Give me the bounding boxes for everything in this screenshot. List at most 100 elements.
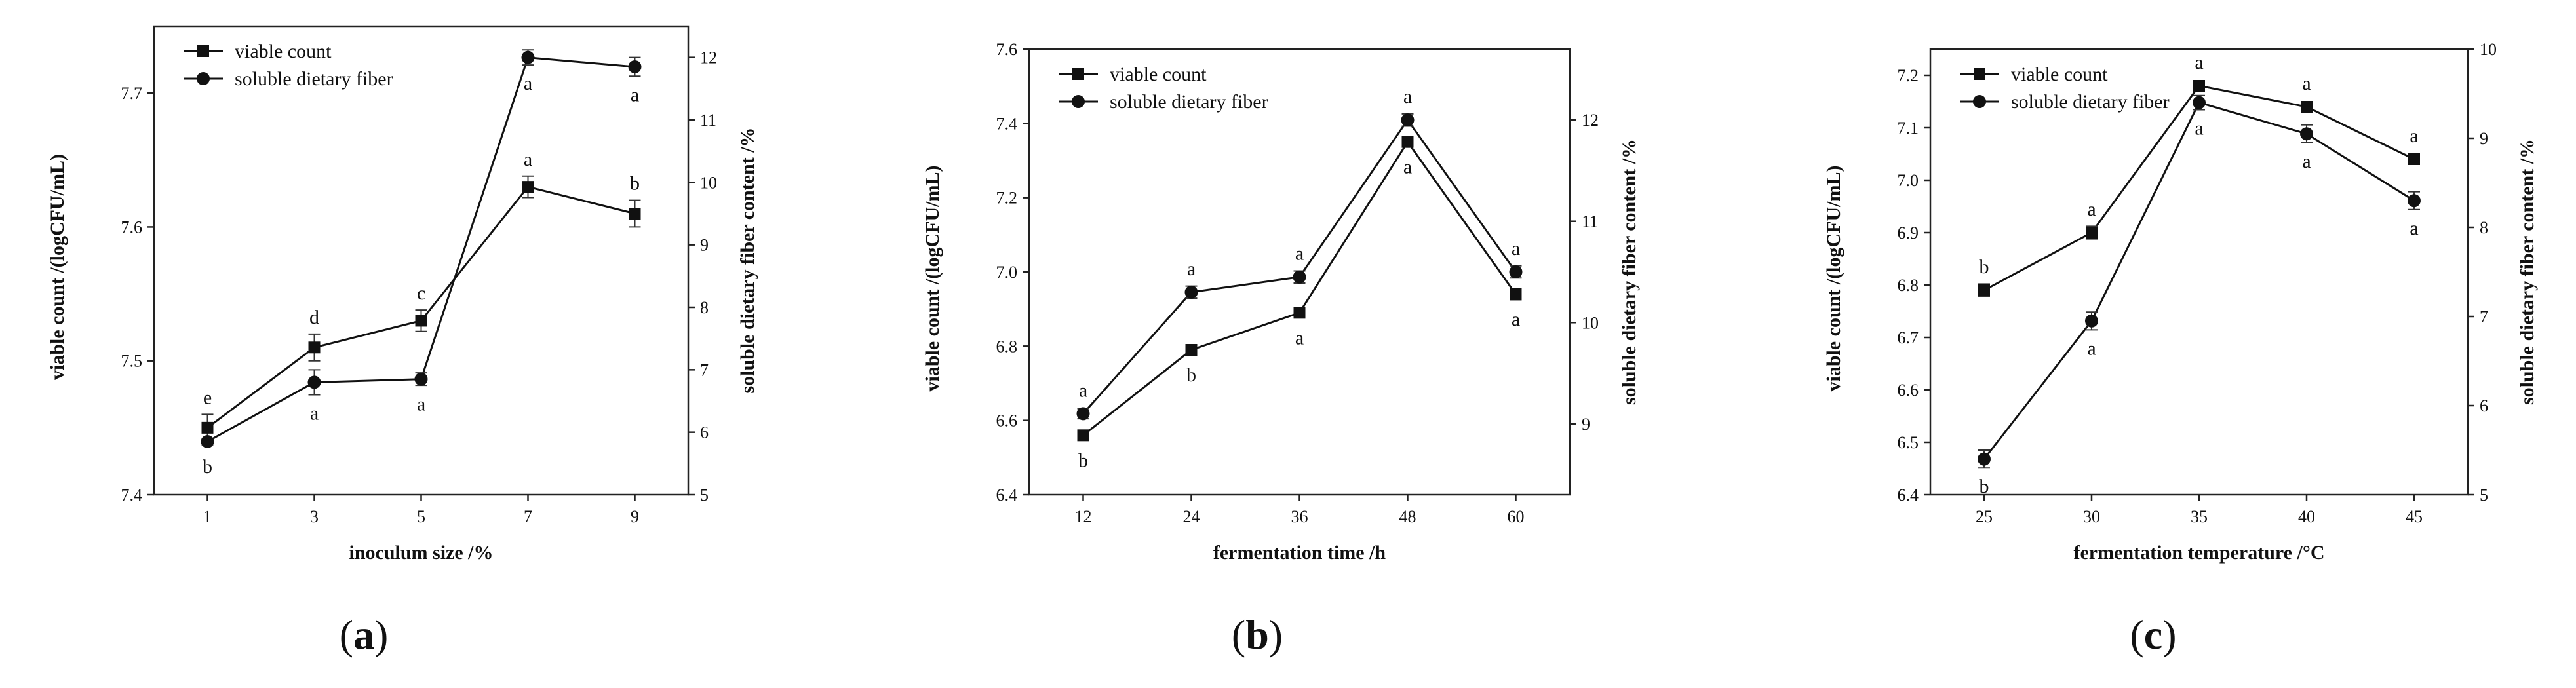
- y-right-tick-label: 6: [2480, 396, 2488, 415]
- significance-letter: a: [2195, 52, 2203, 73]
- y-left-tick-label: 7.6: [121, 218, 143, 237]
- data-point-square: [415, 315, 427, 327]
- data-point-circle: [2300, 127, 2313, 141]
- x-tick-label: 35: [2191, 507, 2208, 526]
- y-left-tick-label: 7.0: [996, 263, 1018, 282]
- x-tick-label: 5: [417, 507, 425, 526]
- y-right-axis-title: soluble dietary fiber content /%: [1618, 139, 1640, 405]
- x-axis-title: fermentation temperature /°C: [2074, 542, 2325, 564]
- y-left-axis-title: viable count /(logCFU/mL): [47, 154, 68, 380]
- legend-marker-square: [1974, 68, 1985, 80]
- data-point-square: [2086, 227, 2098, 239]
- y-right-tick-label: 9: [1582, 415, 1590, 434]
- y-right-tick-label: 10: [2480, 40, 2497, 59]
- y-left-tick-label: 6.4: [1898, 486, 1919, 505]
- legend-label: viable count: [2011, 64, 2108, 85]
- data-point-square: [1077, 429, 1089, 442]
- legend-marker-circle: [197, 72, 210, 85]
- y-right-tick-label: 10: [1582, 313, 1599, 332]
- y-left-tick-label: 6.7: [1898, 328, 1919, 347]
- significance-letter: a: [1187, 258, 1196, 280]
- significance-letter: a: [2410, 218, 2418, 239]
- y-left-tick-label: 6.6: [1898, 381, 1919, 400]
- y-right-tick-label: 11: [1582, 212, 1598, 231]
- data-point-circle: [2085, 314, 2098, 328]
- x-tick-label: 12: [1075, 507, 1092, 526]
- series-soluble-dietary-fiber: b a a a a: [201, 49, 642, 478]
- series-line: [1082, 140, 1517, 436]
- y-left-tick-label: 7.7: [121, 84, 143, 103]
- plot-frame: [1929, 48, 2469, 496]
- y-right-tick-label: 8: [700, 298, 709, 317]
- panel-label-paren-close: ): [1269, 611, 1283, 658]
- legend-label: soluble dietary fiber: [2011, 91, 2170, 113]
- x-tick-label: 7: [524, 507, 532, 526]
- panel-label: (c): [2130, 611, 2176, 658]
- y-left-tick-label: 7.4: [996, 114, 1018, 133]
- data-point-circle: [1184, 285, 1198, 299]
- data-point-circle: [2193, 96, 2206, 109]
- series-soluble-dietary-fiber: a a a a a: [1076, 86, 1523, 421]
- series-viable-count: b b a a a: [1077, 136, 1522, 471]
- panel-label-paren-open: (: [2130, 611, 2143, 658]
- significance-letter: a: [1403, 86, 1412, 107]
- data-point-square: [1293, 307, 1306, 319]
- y-right-tick-label: 12: [700, 48, 717, 67]
- data-point-square: [629, 208, 641, 220]
- significance-letter: a: [2195, 117, 2203, 139]
- x-axis-title: fermentation time /h: [1213, 542, 1386, 564]
- y-left-tick-label: 7.5: [121, 352, 143, 371]
- significance-letter: a: [1295, 327, 1304, 349]
- y-left-tick-label: 7.2: [1898, 66, 1919, 85]
- x-tick-label: 36: [1291, 507, 1308, 526]
- significance-letter: a: [1512, 309, 1520, 330]
- panel-label-letter: b: [1245, 611, 1269, 658]
- y-left-tick-label: 6.4: [996, 486, 1018, 505]
- x-tick-label: 25: [1976, 507, 1993, 526]
- legend-marker-square: [1072, 68, 1084, 80]
- significance-letter: b: [1186, 364, 1196, 386]
- series-viable-count: e d c a b: [201, 149, 641, 442]
- panel-label-letter: a: [353, 611, 374, 658]
- legend-marker-square: [197, 45, 209, 57]
- legend-marker-circle: [1072, 95, 1085, 108]
- legend: viable count soluble dietary fiber: [1059, 64, 1268, 113]
- significance-letter: a: [524, 73, 532, 94]
- x-tick-label: 24: [1183, 507, 1200, 526]
- data-point-square: [308, 341, 321, 354]
- significance-letter: a: [1295, 243, 1304, 265]
- y-left-tick-label: 7.0: [1898, 171, 1919, 190]
- data-point-square: [2301, 101, 2313, 113]
- significance-letter: c: [417, 282, 425, 304]
- x-tick-label: 60: [1508, 507, 1525, 526]
- y-right-tick-label: 6: [700, 423, 709, 442]
- panel-label: (a): [340, 611, 389, 658]
- data-point-square: [1978, 284, 1990, 296]
- significance-letter: a: [2087, 199, 2096, 220]
- x-axis-title: inoculum size /%: [349, 542, 493, 564]
- significance-letter: b: [630, 173, 640, 195]
- y-right-tick-label: 11: [700, 111, 716, 130]
- y-right-axis-title: soluble dietary fiber content /%: [2516, 139, 2538, 405]
- chart-panel-b: 12 24 36 48 60 6.4 6.6 6.8 7.0 7.2 7.4 7.6 9 10 11 12 fe…: [922, 40, 1640, 658]
- data-point-square: [1510, 288, 1522, 300]
- y-left-tick-label: 7.6: [996, 40, 1018, 59]
- series-viable-count: b a a a a: [1978, 52, 2420, 297]
- data-point-circle: [2408, 194, 2421, 208]
- data-point-circle: [628, 60, 642, 73]
- panel-label-paren-open: (: [340, 611, 353, 658]
- x-tick-label: 40: [2298, 507, 2315, 526]
- significance-letter: a: [2087, 337, 2096, 359]
- y-right-tick-label: 12: [1582, 111, 1599, 130]
- y-right-tick-label: 5: [2480, 486, 2488, 505]
- data-point-circle: [414, 372, 428, 386]
- legend: viable count soluble dietary fiber: [1960, 64, 2170, 113]
- significance-letter: b: [1980, 476, 1989, 497]
- y-right-tick-label: 10: [700, 173, 717, 192]
- significance-letter: b: [203, 456, 212, 478]
- significance-letter: a: [310, 402, 319, 424]
- y-left-tick-label: 6.5: [1898, 433, 1919, 452]
- y-left-tick-label: 7.1: [1898, 119, 1919, 138]
- data-point-square: [522, 181, 534, 193]
